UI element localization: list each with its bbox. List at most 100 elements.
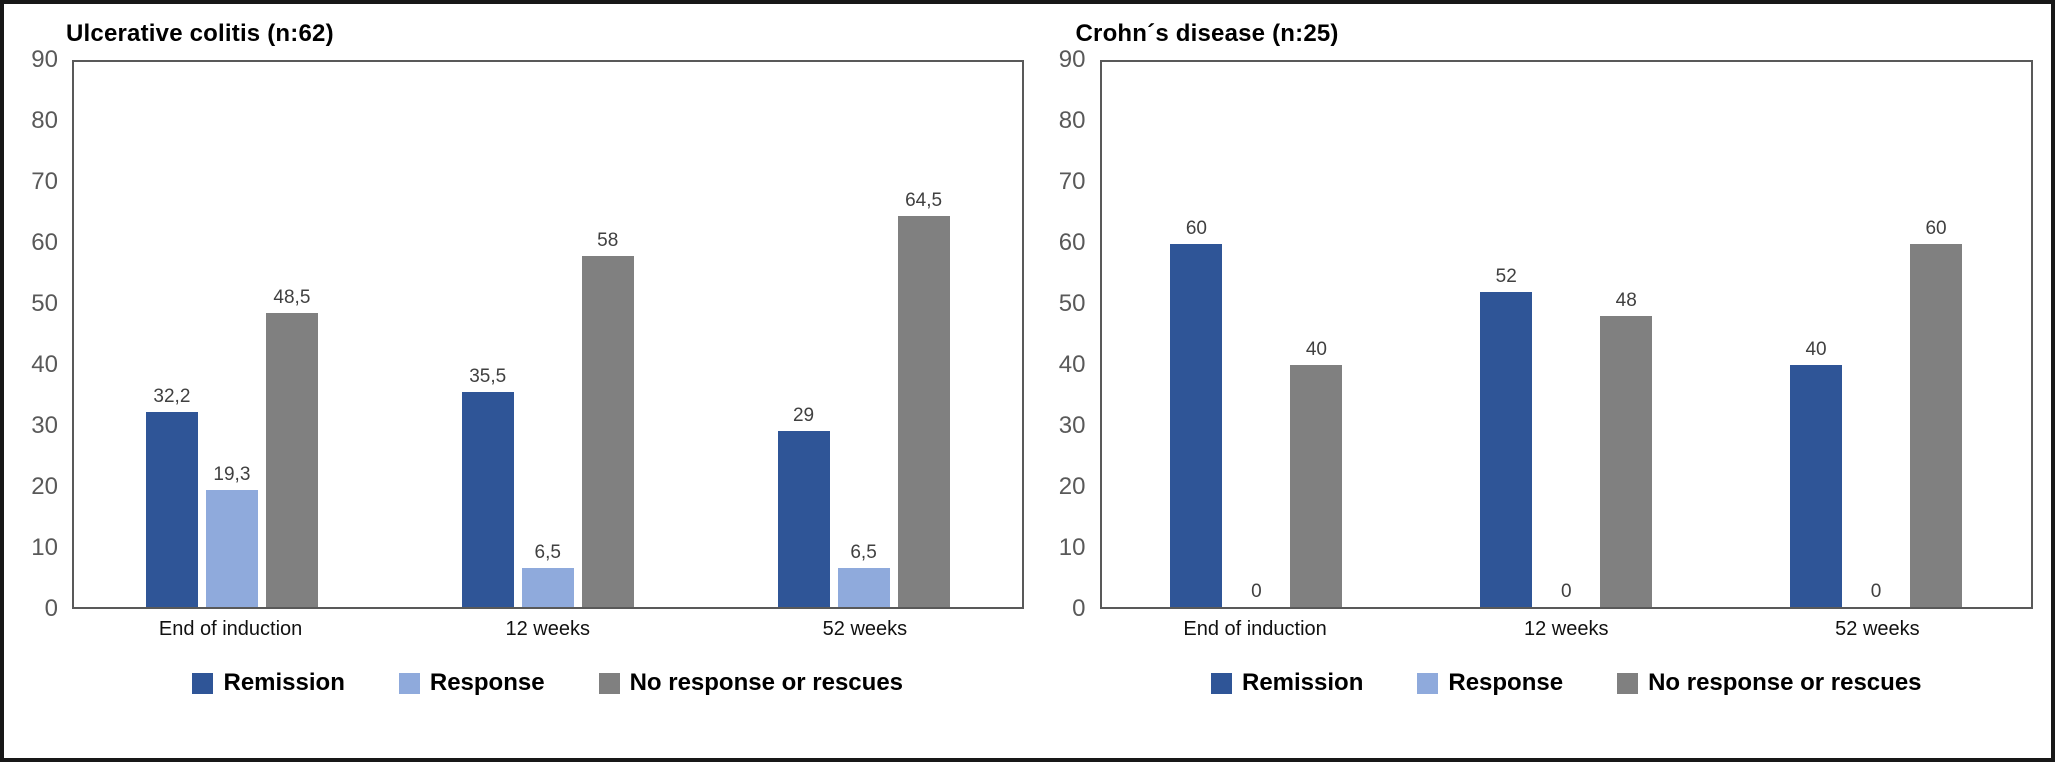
legend-item: Response: [398, 669, 545, 697]
legend-label: No response or rescues: [629, 669, 904, 696]
bar-slot: 40: [1290, 62, 1343, 607]
legend-label: No response or rescues: [1648, 669, 1922, 696]
bar-slot: 60: [1170, 62, 1223, 607]
legend-item: Response: [1417, 669, 1563, 697]
x-axis-label: 12 weeks: [505, 618, 591, 640]
x-axis-label: 52 weeks: [1835, 618, 1920, 640]
bar-slot: 48,5: [265, 62, 318, 607]
bar-value-label: 0: [1870, 581, 1882, 602]
bar-slot: 52: [1480, 62, 1533, 607]
x-axis-label: End of induction: [158, 618, 303, 640]
bar-slot: 6,5: [837, 62, 890, 607]
y-tick-label: 0: [1072, 595, 1086, 622]
legend-label: Remission: [1241, 669, 1364, 696]
bar-slot: 19,3: [205, 62, 258, 607]
bar-slot: 32,2: [145, 62, 198, 607]
bar-value-label: 60: [1185, 217, 1207, 239]
chart-title: Ulcerative colitis (n:62): [66, 20, 334, 47]
bar: [1170, 243, 1223, 607]
y-tick-label: 30: [31, 412, 58, 439]
legend-label: Response: [429, 669, 545, 696]
y-tick-label: 0: [44, 595, 58, 622]
x-axis-label: 52 weeks: [822, 618, 908, 640]
x-axis-label: 12 weeks: [1524, 618, 1609, 640]
bar-value-label: 6,5: [534, 541, 561, 563]
bar-value-label: 29: [792, 405, 815, 427]
bar-value-label: 40: [1805, 338, 1827, 360]
y-tick-label: 60: [31, 229, 58, 256]
bar: [837, 567, 890, 607]
bar: [1480, 292, 1533, 607]
y-tick-label: 40: [1058, 351, 1086, 378]
y-axis: 0 10 20 30 40 50 60 70 80 90: [14, 48, 72, 621]
y-tick-label: 90: [1058, 46, 1086, 73]
bar: [145, 412, 198, 607]
chart-body: 0 10 20 30 40 50 60 70 80 90 60 0 40 52 0 48 40 0 60: [1024, 48, 2033, 621]
y-tick-label: 20: [1058, 473, 1086, 500]
bar-value-label: 6,5: [850, 541, 877, 563]
y-tick-label: 50: [1058, 290, 1086, 317]
bar-group: 35,5 6,5 58: [390, 62, 706, 607]
legend-marker-icon: [192, 672, 214, 694]
bar-value-label: 32,2: [153, 386, 191, 408]
bar-slot: 29: [777, 62, 830, 607]
bar: [521, 567, 574, 607]
bar-slot: 0: [1230, 62, 1282, 607]
chart-body: 0 10 20 30 40 50 60 70 80 90 32,2 19,3 48,5 35,5 6,5 5…: [14, 48, 1024, 621]
bar-slot: 48: [1600, 62, 1653, 607]
bar-group: 60 0 40: [1102, 62, 1412, 607]
bar-group: 40 0 60: [1721, 62, 2031, 607]
legend-label: Response: [1448, 669, 1564, 696]
legend-marker-icon: [1617, 672, 1639, 694]
bar-value-label: 48: [1615, 290, 1637, 312]
legend-item: No response or rescues: [598, 669, 904, 697]
bar: [1290, 364, 1343, 607]
bar-group: 32,2 19,3 48,5: [74, 62, 390, 607]
bar: [205, 490, 258, 607]
bar-group: 52 0 48: [1411, 62, 1721, 607]
bar: [461, 392, 514, 607]
y-tick-label: 70: [1058, 168, 1086, 195]
y-tick-label: 20: [31, 473, 58, 500]
bar-value-label: 48,5: [273, 287, 311, 309]
y-tick-label: 50: [31, 290, 58, 317]
bar: [1790, 364, 1843, 607]
chart-panel-crohns-disease: Crohn´s disease (n:25) 0 10 20 30 40 50 60 70 80…: [1024, 14, 2034, 752]
bar-slot: 35,5: [461, 62, 514, 607]
legend-marker-icon: [598, 672, 620, 694]
y-axis: 0 10 20 30 40 50 60 70 80 90: [1024, 48, 1100, 621]
x-axis: End of induction 12 weeks 52 weeks: [1100, 618, 2034, 641]
legend: Remission Response No response or rescues: [72, 669, 1024, 697]
bar: [265, 313, 318, 607]
bar-slot: 6,5: [521, 62, 574, 607]
bar-value-label: 52: [1495, 266, 1517, 288]
bar: [897, 216, 950, 607]
bar: [1910, 243, 1963, 607]
bar-value-label: 0: [1560, 581, 1572, 602]
legend-item: No response or rescues: [1617, 669, 1922, 697]
x-axis: End of induction 12 weeks 52 weeks: [72, 618, 1024, 641]
y-tick-label: 30: [1058, 412, 1086, 439]
y-tick-label: 40: [31, 351, 58, 378]
bar: [777, 431, 830, 607]
legend-marker-icon: [398, 672, 420, 694]
bar: [1600, 316, 1653, 607]
y-tick-label: 80: [1058, 107, 1086, 134]
bar-slot: 40: [1790, 62, 1843, 607]
bar-value-label: 64,5: [905, 190, 943, 212]
y-tick-label: 70: [31, 168, 58, 195]
y-tick-label: 10: [31, 534, 58, 561]
y-tick-label: 80: [31, 107, 58, 134]
bar-slot: 0: [1850, 62, 1902, 607]
bar-slot: 58: [581, 62, 634, 607]
y-tick-label: 10: [1058, 534, 1086, 561]
legend-label: Remission: [223, 669, 345, 696]
bar-value-label: 19,3: [213, 464, 251, 486]
plot-area: 32,2 19,3 48,5 35,5 6,5 58 29 6,5 64,5: [72, 60, 1024, 609]
bar-slot: 60: [1910, 62, 1963, 607]
legend: Remission Response No response or rescues: [1100, 669, 2034, 697]
y-tick-label: 60: [1058, 229, 1086, 256]
bar-group: 29 6,5 64,5: [706, 62, 1022, 607]
x-axis-label: End of induction: [1183, 618, 1327, 640]
bar-value-label: 0: [1251, 581, 1262, 602]
